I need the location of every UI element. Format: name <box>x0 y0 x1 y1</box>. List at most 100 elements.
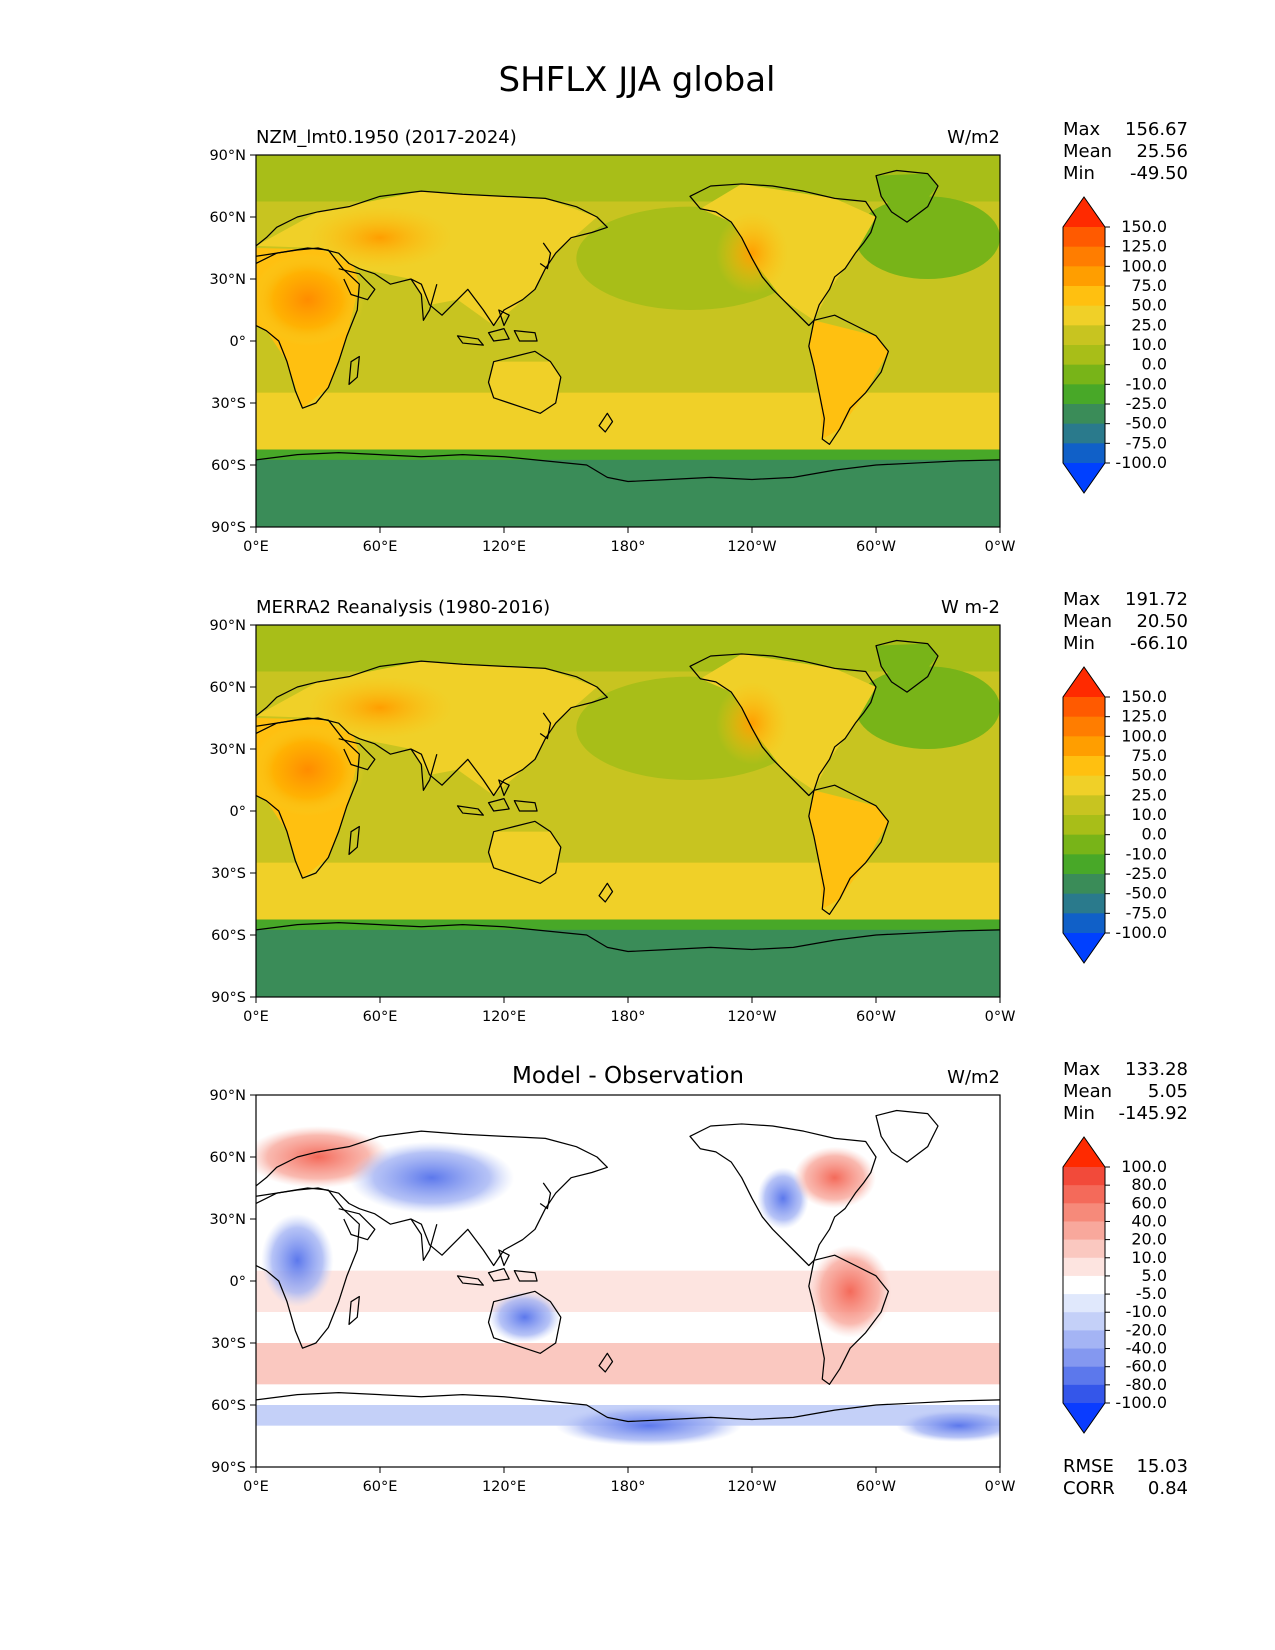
field-ross-sea <box>555 1405 742 1447</box>
field-samerica <box>808 1244 892 1338</box>
colorbar-tick-label: -20.0 <box>1126 1320 1167 1339</box>
colorbar-tick-label: 0.0 <box>1142 355 1167 374</box>
colorbar-tick-label: -75.0 <box>1126 433 1167 452</box>
colorbar-bin <box>1063 1294 1105 1313</box>
stat-label: Min <box>1063 633 1095 654</box>
colorbar-tick-label: -75.0 <box>1126 903 1167 922</box>
extra-stat-label: CORR <box>1063 1478 1115 1499</box>
colorbar-tick-label: 50.0 <box>1131 766 1167 785</box>
stat-value: -145.92 <box>1119 1103 1188 1124</box>
colorbar-tick-label: -10.0 <box>1126 844 1167 863</box>
panel-2: MERRA2 Reanalysis (1980-2016) W m-2 90°N 60… <box>209 589 1188 1025</box>
field-antarctica <box>256 924 1000 997</box>
field-antarctic-edge <box>256 449 1000 460</box>
field-samerica <box>808 790 889 910</box>
lat-tick-label: 30°N <box>209 742 246 758</box>
colorbar-tick-label: -10.0 <box>1126 374 1167 393</box>
lon-tick-label: 120°W <box>727 1009 776 1025</box>
stat-value: -49.50 <box>1130 163 1188 184</box>
field-greenland <box>876 173 938 223</box>
colorbar-tick-label: 25.0 <box>1131 315 1167 334</box>
colorbar-tick-label: 100.0 <box>1121 1157 1167 1176</box>
lon-tick-label: 120°E <box>482 1479 526 1495</box>
lat-tick-label: 60°S <box>211 928 246 944</box>
field-southern-band <box>256 1343 1000 1385</box>
lon-tick-label: 180° <box>611 539 646 555</box>
field-antarctic-edge <box>256 919 1000 930</box>
colorbar-tick-label: -50.0 <box>1126 884 1167 903</box>
colorbar-bin <box>1063 266 1105 287</box>
colorbar-bin <box>1063 443 1105 464</box>
colorbar-extend-bottom <box>1063 463 1105 493</box>
colorbar-bin <box>1063 384 1105 405</box>
panel-title: Model - Observation <box>512 1063 744 1089</box>
colorbar-bin <box>1063 1366 1105 1386</box>
colorbar-bin <box>1063 404 1105 425</box>
lon-tick-label: 60°E <box>363 1479 398 1495</box>
colorbar: 150.0125.0100.075.050.025.010.00.0-10.0-… <box>1062 196 1167 494</box>
lat-tick-label: 30°S <box>211 396 246 412</box>
colorbar-bin <box>1063 874 1105 895</box>
colorbar-tick-label: 10.0 <box>1131 1248 1167 1267</box>
lat-tick-label: 30°N <box>209 272 246 288</box>
colorbar-bin <box>1063 246 1105 267</box>
colorbar-bin <box>1063 364 1105 385</box>
field-central-asia <box>307 676 453 739</box>
colorbar-tick-label: 75.0 <box>1131 746 1167 765</box>
colorbar-bin <box>1063 286 1105 307</box>
colorbar-tick-label: 20.0 <box>1131 1230 1167 1249</box>
field-natlantic <box>855 666 1000 749</box>
colorbar-tick-label: -25.0 <box>1126 394 1167 413</box>
lat-tick-label: 30°N <box>209 1212 246 1228</box>
colorbar-tick-label: -10.0 <box>1126 1302 1167 1321</box>
colorbar-bin <box>1063 834 1105 855</box>
field-asia <box>349 1141 515 1214</box>
lon-tick-label: 0°W <box>985 1479 1016 1495</box>
panel-title: NZM_lmt0.1950 (2017-2024) <box>256 127 517 148</box>
extra-stat-value: 15.03 <box>1136 1456 1188 1477</box>
lon-tick-label: 0°E <box>243 1009 269 1025</box>
field-layer <box>256 155 1000 527</box>
field-us-west <box>715 681 789 765</box>
colorbar-extend-bottom <box>1063 933 1105 963</box>
lon-tick-label: 60°W <box>856 1479 896 1495</box>
panels: NZM_lmt0.1950 (2017-2024) W/m2 90°N 60°N 30°… <box>209 119 1188 1499</box>
field-africa <box>261 1213 334 1307</box>
lat-tick-label: 60°N <box>209 210 246 226</box>
colorbar-bin <box>1063 1221 1105 1241</box>
colorbar-bin <box>1063 305 1105 326</box>
lat-tick-label: 90°S <box>211 520 246 536</box>
lon-tick-label: 120°W <box>727 539 776 555</box>
stat-label: Mean <box>1063 1081 1112 1102</box>
map-body <box>256 155 1000 527</box>
colorbar-tick-label: 75.0 <box>1131 276 1167 295</box>
colorbar-bin <box>1063 1275 1105 1295</box>
colorbar-bin <box>1063 1239 1105 1259</box>
stat-label: Min <box>1063 1103 1095 1124</box>
stat-label: Mean <box>1063 141 1112 162</box>
stat-value: 191.72 <box>1125 589 1188 610</box>
extra-stat-label: RMSE <box>1063 1456 1114 1477</box>
lat-tick-label: 0° <box>230 334 246 350</box>
colorbar-bin <box>1063 227 1105 248</box>
colorbar-bin <box>1063 736 1105 757</box>
colorbar-bin <box>1063 854 1105 875</box>
colorbar-extend-top <box>1063 667 1105 697</box>
field-sahara <box>256 253 365 347</box>
field-us-east <box>793 1146 876 1209</box>
colorbar-bin <box>1063 913 1105 934</box>
colorbar-tick-label: 100.0 <box>1121 256 1167 275</box>
colorbar-tick-label: 10.0 <box>1131 335 1167 354</box>
colorbar-tick-label: 100.0 <box>1121 726 1167 745</box>
colorbar-bin <box>1063 795 1105 816</box>
lat-tick-label: 90°N <box>209 618 246 634</box>
lon-tick-label: 0°W <box>985 1009 1016 1025</box>
colorbar-tick-label: -25.0 <box>1126 864 1167 883</box>
field-greenland <box>876 643 938 693</box>
colorbar-tick-label: 125.0 <box>1121 237 1167 256</box>
lon-tick-label: 120°E <box>482 1009 526 1025</box>
field-central-asia <box>307 206 453 269</box>
colorbar-tick-label: 10.0 <box>1131 805 1167 824</box>
lat-tick-label: 0° <box>230 804 246 820</box>
field-arctic <box>256 625 1000 672</box>
